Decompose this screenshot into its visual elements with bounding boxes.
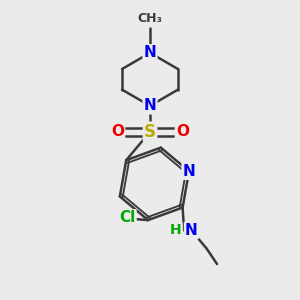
Text: N: N <box>185 223 198 238</box>
Text: O: O <box>111 124 124 139</box>
Text: O: O <box>176 124 189 139</box>
Text: H: H <box>170 224 182 238</box>
Text: N: N <box>144 98 156 113</box>
Text: Cl: Cl <box>119 210 136 225</box>
Text: N: N <box>183 164 195 179</box>
Text: S: S <box>144 123 156 141</box>
Text: CH₃: CH₃ <box>137 12 163 25</box>
Text: N: N <box>144 45 156 60</box>
